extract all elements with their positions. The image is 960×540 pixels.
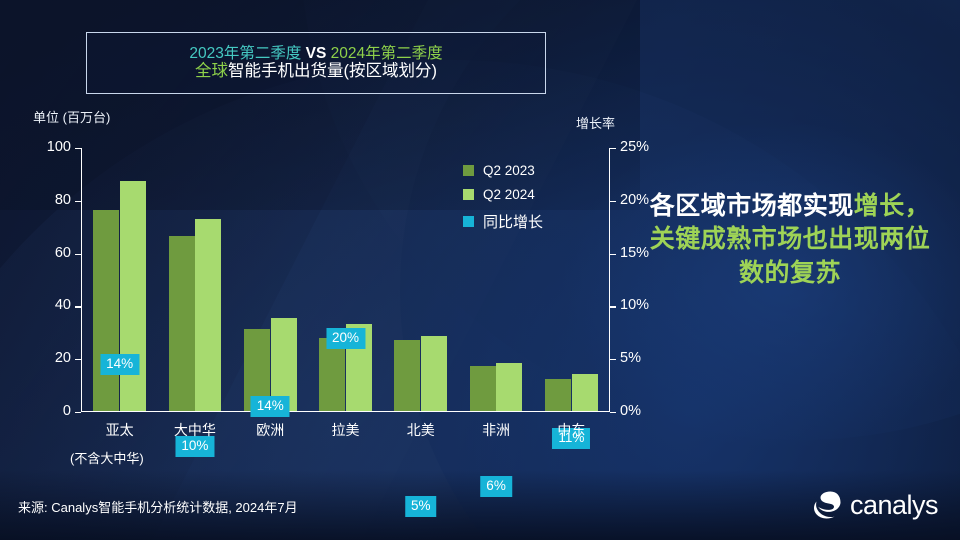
bar-2024[interactable]	[195, 218, 222, 411]
right-tick-mark	[610, 412, 616, 414]
x-category-label: 亚太	[105, 422, 134, 438]
title-subject: 智能手机出货量(按区域划分)	[228, 62, 437, 81]
right-tick-label: 5%	[620, 350, 641, 367]
right-tick-mark	[610, 253, 616, 255]
bar-2024[interactable]	[120, 180, 146, 411]
plot-area: 100 80 60 40 20 0 25% 20% 15% 10% 5% 0% 14% 10% 14% 2…	[47, 139, 649, 517]
left-tick-label: 80	[54, 191, 71, 208]
bar-2024[interactable]	[496, 362, 523, 411]
left-tick-mark	[75, 148, 81, 150]
legend-swatch	[463, 165, 474, 176]
x-axis-note: (不含大中华)	[70, 451, 144, 466]
x-category-label: 北美	[406, 422, 435, 438]
right-tick-label: 0%	[620, 403, 641, 419]
bar-group	[233, 148, 308, 411]
left-tick-mark	[75, 253, 81, 255]
right-tick-mark	[610, 306, 616, 308]
title-q2-2023: 2023年第二季度	[189, 45, 302, 63]
right-tick-mark	[610, 359, 616, 361]
bar-group	[458, 148, 533, 411]
growth-label: 20%	[325, 328, 366, 349]
x-category-label: 中东	[557, 422, 586, 438]
bar-2023[interactable]	[319, 338, 346, 411]
left-tick-label: 40	[54, 297, 71, 314]
x-category-label: 大中华	[173, 422, 216, 438]
chart-title-box: 2023年第二季度 VS 2024年第二季度 全球智能手机出货量(按区域划分)	[86, 32, 546, 94]
left-tick-mark	[75, 359, 81, 361]
legend-item[interactable]: Q2 2023	[463, 163, 543, 178]
legend-label: Q2 2024	[483, 187, 535, 202]
title-q2-2024: 2024年第二季度	[330, 45, 443, 63]
right-tick-mark	[610, 200, 616, 202]
right-tick-label: 20%	[620, 191, 650, 208]
callout-white-part: 各区域市场都实现	[649, 192, 854, 220]
callout-green-part: 增长，关键成熟市场也出现两位数的复苏	[649, 192, 931, 287]
bottom-axis-line	[81, 410, 610, 412]
canalys-logo: canalys	[813, 489, 939, 520]
left-axis-title: 单位 (百万台)	[33, 110, 111, 125]
legend-item[interactable]: 同比增长	[463, 211, 543, 232]
x-category-label: 非洲	[482, 422, 511, 438]
left-tick-mark	[75, 200, 81, 202]
x-category-label: 欧洲	[256, 422, 285, 438]
bar-2023[interactable]	[168, 235, 195, 411]
right-axis-title: 增长率	[576, 116, 616, 131]
legend-swatch	[463, 189, 474, 200]
growth-label: 14%	[250, 396, 290, 417]
bar-group	[383, 148, 458, 411]
bar-group	[157, 148, 232, 411]
left-tick-mark	[75, 306, 81, 308]
growth-label: 11%	[552, 428, 591, 449]
left-tick-label: 100	[46, 139, 71, 155]
bar-2024[interactable]	[270, 317, 297, 411]
bar-2023[interactable]	[394, 340, 421, 411]
canalys-logo-text: canalys	[849, 489, 939, 520]
left-tick-label: 60	[54, 244, 71, 261]
bar-2024[interactable]	[571, 374, 598, 411]
bar-series-container: 14% 10% 14% 20% 5% 6% 11%	[82, 148, 609, 517]
left-tick-label: 0	[62, 403, 71, 419]
left-tick-label: 20	[54, 350, 71, 367]
legend-swatch	[463, 216, 474, 227]
growth-label: 5%	[405, 496, 437, 517]
right-tick-label: 15%	[620, 244, 650, 261]
background-bottom-shade	[0, 470, 960, 540]
source-note: 来源: Canalys智能手机分析统计数据, 2024年7月	[18, 500, 298, 515]
bar-2024[interactable]	[421, 336, 448, 411]
left-axis-line	[81, 148, 83, 412]
bar-group	[534, 148, 609, 411]
bar-2023[interactable]	[544, 378, 571, 411]
chart-title-line-2: 全球智能手机出货量(按区域划分)	[195, 62, 437, 80]
growth-label: 10%	[175, 436, 215, 457]
chart-legend: Q2 2023 Q2 2024 同比增长	[463, 163, 543, 241]
bar-2023[interactable]	[469, 365, 496, 411]
canalys-swoosh-icon	[813, 491, 841, 519]
background-right-glow	[560, 120, 960, 450]
x-category-label: 拉美	[331, 422, 360, 438]
right-axis-line	[608, 148, 610, 412]
legend-item[interactable]: Q2 2024	[463, 187, 543, 202]
left-tick-mark	[75, 412, 81, 414]
chart-title-line-1: 2023年第二季度 VS 2024年第二季度	[189, 45, 442, 62]
legend-label: Q2 2023	[483, 163, 535, 178]
right-tick-label: 10%	[620, 297, 650, 314]
title-global-word: 全球	[195, 62, 228, 81]
legend-label: 同比增长	[483, 214, 544, 231]
bar-2023[interactable]	[93, 209, 120, 411]
right-tick-label: 25%	[620, 139, 650, 155]
growth-label: 14%	[100, 354, 140, 375]
title-vs: VS	[305, 45, 327, 63]
callout-text: 各区域市场都实现增长，关键成熟市场也出现两位数的复苏	[640, 190, 940, 290]
right-tick-mark	[610, 148, 616, 150]
growth-label: 6%	[480, 476, 512, 497]
bar-group	[308, 148, 383, 411]
